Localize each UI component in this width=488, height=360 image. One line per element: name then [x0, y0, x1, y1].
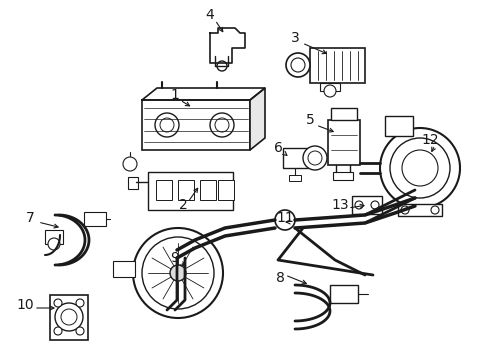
Text: 7: 7	[25, 211, 34, 225]
Circle shape	[217, 61, 226, 71]
Circle shape	[430, 206, 438, 214]
Circle shape	[155, 113, 179, 137]
Circle shape	[123, 157, 137, 171]
Bar	[319, 83, 339, 91]
Bar	[309, 48, 364, 83]
Bar	[283, 148, 307, 168]
Circle shape	[76, 299, 84, 307]
Bar	[330, 108, 356, 120]
Bar	[178, 180, 194, 200]
Text: 6: 6	[273, 141, 282, 155]
Bar	[45, 230, 63, 244]
Circle shape	[290, 58, 305, 72]
Circle shape	[354, 201, 362, 209]
Bar	[384, 116, 412, 136]
Text: 2: 2	[178, 198, 187, 212]
Text: 3: 3	[290, 31, 299, 45]
Bar	[156, 180, 172, 200]
Circle shape	[54, 299, 62, 307]
Bar	[332, 172, 352, 180]
Bar	[327, 120, 359, 165]
Circle shape	[209, 113, 234, 137]
Polygon shape	[249, 88, 264, 150]
Bar	[329, 285, 357, 303]
Text: 10: 10	[16, 298, 34, 312]
Bar	[142, 100, 249, 150]
Text: 1: 1	[170, 88, 179, 102]
Circle shape	[48, 238, 60, 250]
Text: 4: 4	[205, 8, 214, 22]
Circle shape	[303, 146, 326, 170]
Circle shape	[170, 265, 185, 281]
Bar	[351, 196, 381, 214]
Circle shape	[160, 118, 174, 132]
Circle shape	[285, 53, 309, 77]
Circle shape	[55, 303, 83, 331]
Circle shape	[274, 210, 294, 230]
Circle shape	[142, 237, 214, 309]
Circle shape	[324, 85, 335, 97]
Circle shape	[61, 309, 77, 325]
Bar	[397, 204, 441, 216]
Circle shape	[307, 151, 321, 165]
Circle shape	[370, 201, 378, 209]
Circle shape	[133, 228, 223, 318]
Bar	[200, 180, 216, 200]
Circle shape	[401, 150, 437, 186]
Text: 9: 9	[170, 251, 179, 265]
Bar	[148, 172, 232, 210]
Bar	[288, 175, 301, 181]
Text: 12: 12	[420, 133, 438, 147]
Text: 8: 8	[275, 271, 284, 285]
Text: 13: 13	[330, 198, 348, 212]
Text: 11: 11	[276, 211, 293, 225]
Circle shape	[54, 327, 62, 335]
Circle shape	[215, 118, 228, 132]
Bar	[50, 295, 88, 340]
Circle shape	[379, 128, 459, 208]
Circle shape	[389, 138, 449, 198]
Bar	[128, 177, 138, 189]
Text: 5: 5	[305, 113, 314, 127]
Circle shape	[400, 206, 408, 214]
Circle shape	[76, 327, 84, 335]
Bar	[113, 261, 135, 277]
Bar	[84, 212, 106, 226]
Bar	[218, 180, 234, 200]
